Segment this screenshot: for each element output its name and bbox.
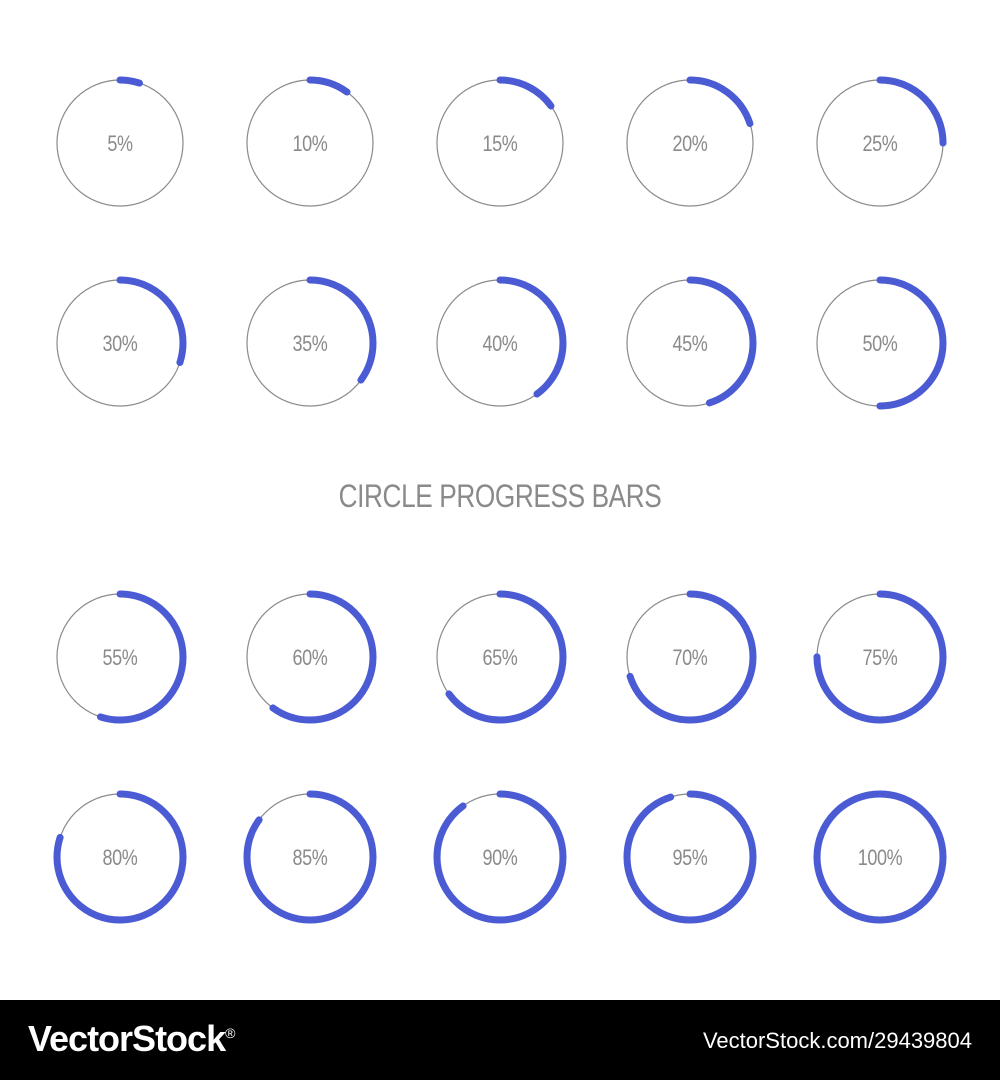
progress-ring-arc xyxy=(623,276,757,410)
progress-ring-label: 20% xyxy=(673,132,708,156)
watermark-bar: VectorStock® VectorStock.com/29439804 xyxy=(0,1000,1000,1080)
progress-ring: 15% xyxy=(433,76,567,210)
progress-ring-arc xyxy=(433,276,567,410)
progress-ring: 65% xyxy=(433,590,567,724)
progress-ring-label: 15% xyxy=(483,132,518,156)
progress-ring-label: 35% xyxy=(293,332,328,356)
progress-ring-label: 75% xyxy=(863,646,898,670)
progress-ring-label: 5% xyxy=(107,132,133,156)
progress-ring-arc xyxy=(53,276,187,410)
progress-ring: 50% xyxy=(813,276,947,410)
progress-ring-arc xyxy=(433,76,567,210)
page-title: CIRCLE PROGRESS BARS xyxy=(338,478,662,514)
watermark-url: VectorStock.com/29439804 xyxy=(702,1028,972,1053)
progress-ring-arc xyxy=(243,790,377,924)
progress-ring-label: 40% xyxy=(483,332,518,356)
progress-ring: 5% xyxy=(53,76,187,210)
progress-ring-arc xyxy=(623,590,757,724)
progress-ring: 30% xyxy=(53,276,187,410)
progress-ring-arc xyxy=(623,790,757,924)
progress-ring: 45% xyxy=(623,276,757,410)
progress-ring: 70% xyxy=(623,590,757,724)
progress-ring: 25% xyxy=(813,76,947,210)
progress-ring-label: 30% xyxy=(103,332,138,356)
watermark-registered-mark: ® xyxy=(225,1025,235,1041)
progress-ring-arc xyxy=(53,76,187,210)
progress-ring-arc xyxy=(813,790,947,924)
progress-ring-label: 80% xyxy=(103,846,138,870)
progress-ring: 35% xyxy=(243,276,377,410)
progress-ring-arc xyxy=(813,76,947,210)
progress-ring-label: 50% xyxy=(863,332,898,356)
progress-ring: 60% xyxy=(243,590,377,724)
progress-ring: 80% xyxy=(53,790,187,924)
progress-ring-arc xyxy=(243,590,377,724)
progress-ring-arc xyxy=(813,590,947,724)
progress-ring-arc xyxy=(433,790,567,924)
progress-ring: 10% xyxy=(243,76,377,210)
progress-ring-arc xyxy=(53,790,187,924)
progress-ring-arc xyxy=(53,590,187,724)
progress-ring-label: 95% xyxy=(673,846,708,870)
progress-ring-arc xyxy=(433,590,567,724)
progress-ring-arc xyxy=(243,276,377,410)
progress-ring: 90% xyxy=(433,790,567,924)
progress-ring-label: 85% xyxy=(293,846,328,870)
progress-ring: 55% xyxy=(53,590,187,724)
progress-rings-canvas: 5% 10% 15% 20% 25% 30% 35% 40% 45% 50% 55% 60% 65% 70… xyxy=(53,76,947,924)
progress-ring-label: 45% xyxy=(673,332,708,356)
watermark-logo-text: VectorStock xyxy=(28,1018,226,1059)
progress-ring-label: 25% xyxy=(863,132,898,156)
watermark-logo: VectorStock® xyxy=(28,1018,235,1060)
progress-ring-label: 100% xyxy=(858,846,903,870)
progress-ring-label: 60% xyxy=(293,646,328,670)
progress-ring-label: 90% xyxy=(483,846,518,870)
progress-ring: 85% xyxy=(243,790,377,924)
progress-ring: 95% xyxy=(623,790,757,924)
progress-ring-arc xyxy=(243,76,377,210)
progress-ring: 100% xyxy=(813,790,947,924)
progress-ring-label: 70% xyxy=(673,646,708,670)
progress-ring: 20% xyxy=(623,76,757,210)
progress-ring: 40% xyxy=(433,276,567,410)
progress-ring-label: 10% xyxy=(293,132,328,156)
progress-ring-arc xyxy=(813,276,947,410)
progress-ring-arc xyxy=(623,76,757,210)
progress-ring: 75% xyxy=(813,590,947,724)
progress-ring-label: 65% xyxy=(483,646,518,670)
progress-ring-label: 55% xyxy=(103,646,138,670)
